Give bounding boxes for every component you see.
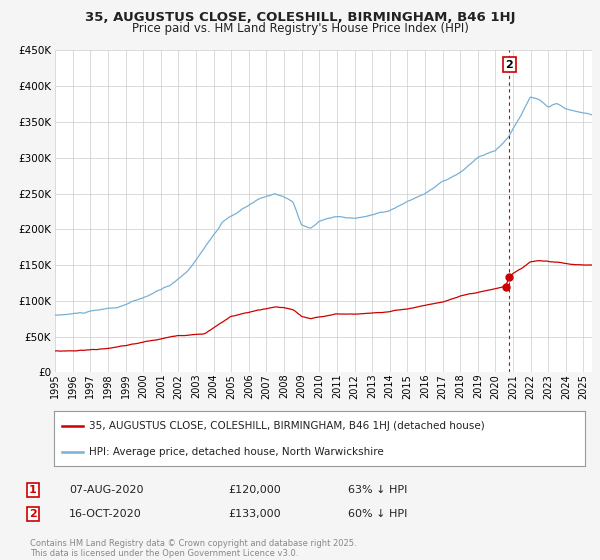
Text: Contains HM Land Registry data © Crown copyright and database right 2025.
This d: Contains HM Land Registry data © Crown c… [30, 539, 356, 558]
Text: 60% ↓ HPI: 60% ↓ HPI [348, 509, 407, 519]
Text: 2: 2 [29, 509, 37, 519]
Text: 63% ↓ HPI: 63% ↓ HPI [348, 485, 407, 495]
Text: 35, AUGUSTUS CLOSE, COLESHILL, BIRMINGHAM, B46 1HJ (detached house): 35, AUGUSTUS CLOSE, COLESHILL, BIRMINGHA… [89, 421, 484, 431]
Text: 35, AUGUSTUS CLOSE, COLESHILL, BIRMINGHAM, B46 1HJ: 35, AUGUSTUS CLOSE, COLESHILL, BIRMINGHA… [85, 11, 515, 24]
Text: £120,000: £120,000 [228, 485, 281, 495]
Text: 1: 1 [29, 485, 37, 495]
Text: Price paid vs. HM Land Registry's House Price Index (HPI): Price paid vs. HM Land Registry's House … [131, 22, 469, 35]
Text: HPI: Average price, detached house, North Warwickshire: HPI: Average price, detached house, Nort… [89, 447, 383, 457]
Text: 2: 2 [505, 60, 513, 69]
Text: 16-OCT-2020: 16-OCT-2020 [69, 509, 142, 519]
Text: £133,000: £133,000 [228, 509, 281, 519]
Text: 07-AUG-2020: 07-AUG-2020 [69, 485, 143, 495]
